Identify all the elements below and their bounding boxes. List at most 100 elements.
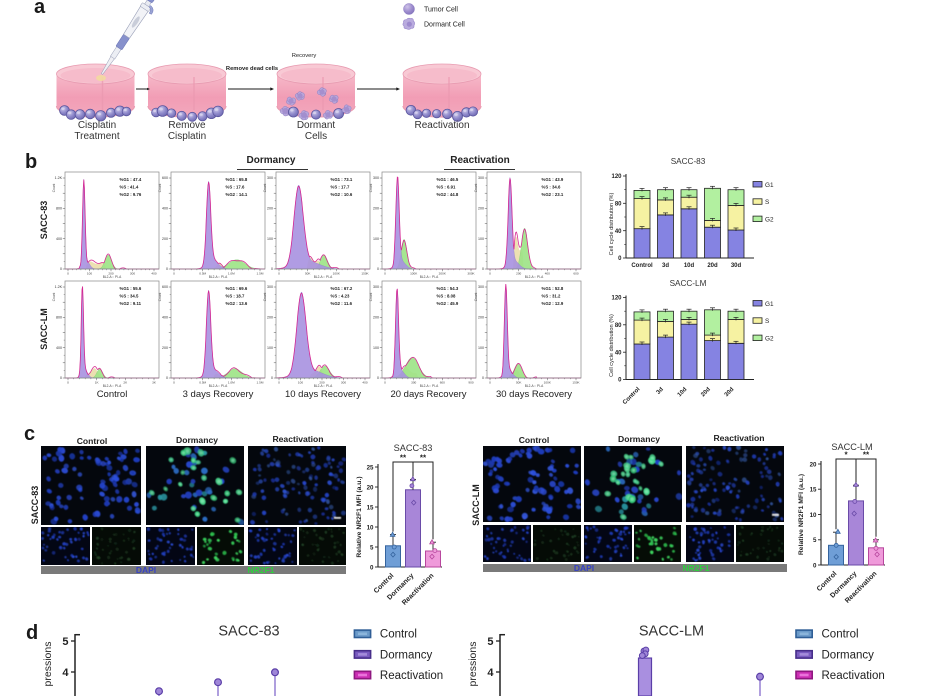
svg-text:100: 100 <box>298 380 303 384</box>
svg-text:BL2-A :: PI-A: BL2-A :: PI-A <box>103 384 122 388</box>
svg-text:400: 400 <box>56 346 62 350</box>
svg-text:%G2 : 11.6: %G2 : 11.6 <box>331 301 353 306</box>
svg-text:BL2-A :: PI-A: BL2-A :: PI-A <box>314 275 333 279</box>
svg-text:Control: Control <box>631 263 653 269</box>
svg-text:**: ** <box>863 451 870 460</box>
svg-text:%S : 34.5: %S : 34.5 <box>120 294 139 299</box>
svg-text:300K: 300K <box>467 271 475 275</box>
svg-text:3d: 3d <box>662 263 669 269</box>
svg-text:120: 120 <box>611 296 622 302</box>
svg-text:SACC-LM: SACC-LM <box>639 624 704 640</box>
svg-text:600: 600 <box>573 271 578 275</box>
svg-text:Recovery: Recovery <box>292 53 317 59</box>
svg-text:300: 300 <box>373 176 379 180</box>
svg-text:%G2 : 13.6: %G2 : 13.6 <box>226 301 248 306</box>
svg-text:Count: Count <box>52 184 56 193</box>
svg-text:1.2K: 1.2K <box>55 285 63 289</box>
svg-text:4: 4 <box>62 667 69 679</box>
svg-text:600: 600 <box>162 176 168 180</box>
svg-text:SACC-LM: SACC-LM <box>670 279 707 288</box>
svg-text:150K: 150K <box>361 271 369 275</box>
svg-text:300: 300 <box>341 380 346 384</box>
svg-text:300: 300 <box>267 176 273 180</box>
svg-text:25: 25 <box>367 464 374 471</box>
svg-text:40: 40 <box>615 229 622 235</box>
svg-text:30d: 30d <box>724 386 736 398</box>
svg-text:100K: 100K <box>544 380 552 384</box>
svg-text:Remove dead cells: Remove dead cells <box>226 66 278 72</box>
svg-text:BL2-A :: PI-A: BL2-A :: PI-A <box>525 275 544 279</box>
svg-text:120: 120 <box>611 174 622 180</box>
svg-text:%G1 : 54.3: %G1 : 54.3 <box>436 286 458 291</box>
svg-text:0: 0 <box>377 376 379 380</box>
svg-text:800: 800 <box>56 207 62 211</box>
svg-text:2K: 2K <box>123 380 128 384</box>
svg-text:0.5M: 0.5M <box>199 271 206 275</box>
svg-text:%S : 41.4: %S : 41.4 <box>120 185 139 190</box>
svg-text:%S : 4.23: %S : 4.23 <box>331 294 350 299</box>
svg-text:50K: 50K <box>305 271 311 275</box>
svg-text:1.0M: 1.0M <box>228 271 235 275</box>
svg-text:1.5M: 1.5M <box>257 271 264 275</box>
svg-text:200: 200 <box>478 316 484 320</box>
svg-text:0: 0 <box>67 380 69 384</box>
svg-text:0: 0 <box>489 271 491 275</box>
svg-text:%G2 : 45.9: %G2 : 45.9 <box>436 301 458 306</box>
svg-text:0: 0 <box>271 376 273 380</box>
svg-text:5: 5 <box>813 537 817 544</box>
svg-text:200: 200 <box>162 237 168 241</box>
svg-text:S: S <box>765 199 769 206</box>
svg-text:100: 100 <box>87 271 92 275</box>
svg-text:0: 0 <box>489 380 491 384</box>
svg-text:5: 5 <box>370 544 374 551</box>
svg-text:1.0M: 1.0M <box>228 380 235 384</box>
svg-text:G1: G1 <box>765 301 774 308</box>
svg-text:%G2 : 23.1: %G2 : 23.1 <box>542 192 564 197</box>
svg-text:0: 0 <box>278 380 280 384</box>
svg-text:20d: 20d <box>707 263 718 269</box>
svg-text:Dormant Cell: Dormant Cell <box>424 22 465 29</box>
svg-text:Count: Count <box>474 293 478 302</box>
svg-text:%G2 : 9.11: %G2 : 9.11 <box>120 301 142 306</box>
svg-text:300: 300 <box>478 285 484 289</box>
svg-text:300: 300 <box>373 285 379 289</box>
svg-text:20d: 20d <box>700 386 712 398</box>
svg-text:0: 0 <box>482 267 484 271</box>
svg-text:Count: Count <box>158 293 162 302</box>
svg-text:50K: 50K <box>516 380 522 384</box>
svg-text:S: S <box>765 318 769 325</box>
svg-text:0: 0 <box>618 256 622 262</box>
svg-text:200: 200 <box>162 346 168 350</box>
svg-text:%G2 : 14.1: %G2 : 14.1 <box>226 192 248 197</box>
svg-text:800: 800 <box>56 316 62 320</box>
svg-text:0: 0 <box>482 376 484 380</box>
svg-text:%G1 : 55.6: %G1 : 55.6 <box>120 286 142 291</box>
svg-text:100K: 100K <box>410 271 418 275</box>
svg-text:1.2K: 1.2K <box>55 176 63 180</box>
svg-text:15: 15 <box>367 504 374 511</box>
svg-text:40: 40 <box>615 350 622 356</box>
svg-text:3K: 3K <box>152 380 157 384</box>
svg-text:10d: 10d <box>684 263 695 269</box>
svg-text:15: 15 <box>810 487 817 494</box>
svg-text:%S : 31.2: %S : 31.2 <box>542 294 561 299</box>
svg-text:Relative NR2F1 MFI (a.u.): Relative NR2F1 MFI (a.u.) <box>798 474 805 555</box>
svg-text:Count: Count <box>158 184 162 193</box>
svg-text:200: 200 <box>516 271 521 275</box>
svg-text:900: 900 <box>468 380 473 384</box>
svg-text:Reactivation: Reactivation <box>822 670 885 682</box>
svg-text:5: 5 <box>62 636 68 648</box>
svg-text:%G2 : 10.6: %G2 : 10.6 <box>331 192 353 197</box>
svg-text:200: 200 <box>267 316 273 320</box>
svg-text:%G1 : 67.2: %G1 : 67.2 <box>331 286 353 291</box>
svg-text:100: 100 <box>267 237 273 241</box>
svg-text:0: 0 <box>278 271 280 275</box>
svg-text:400: 400 <box>362 380 367 384</box>
svg-text:G1: G1 <box>765 182 774 189</box>
svg-text:Dormancy: Dormancy <box>380 649 433 661</box>
svg-text:200K: 200K <box>438 271 446 275</box>
svg-text:600: 600 <box>439 380 444 384</box>
svg-text:%G1 : 69.6: %G1 : 69.6 <box>226 286 248 291</box>
svg-text:%G1 : 46.5: %G1 : 46.5 <box>436 177 458 182</box>
svg-text:%G2 : 44.8: %G2 : 44.8 <box>436 192 458 197</box>
